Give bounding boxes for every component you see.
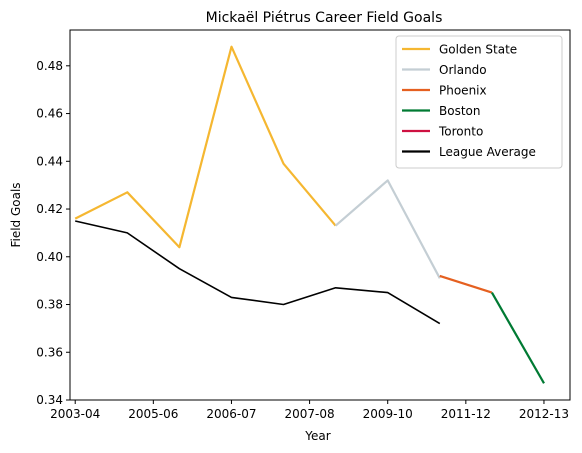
legend-label-0: Golden State <box>439 43 517 57</box>
series-line-1 <box>334 179 441 279</box>
y-tick-label: 0.46 <box>36 107 63 121</box>
legend-label-3: Boston <box>439 104 480 118</box>
y-tick-label: 0.42 <box>36 202 63 216</box>
x-axis: 2003-04 2005-06 2006-07 2007-08 2009-10 2011-… <box>50 400 569 421</box>
y-tick-label: 0.40 <box>36 250 63 264</box>
legend-label-1: Orlando <box>439 63 487 77</box>
legend: Golden State Orlando Phoenix Boston Toronto L… <box>395 35 563 169</box>
y-axis-label: Field Goals <box>9 182 23 247</box>
x-tick-label: 2006-07 <box>206 407 256 421</box>
y-tick-label: 0.36 <box>36 345 63 359</box>
x-tick-label: 2003-04 <box>50 407 100 421</box>
y-tick-label: 0.38 <box>36 298 63 312</box>
legend-label-5: League Average <box>439 145 536 159</box>
y-axis: 0.34 0.36 0.38 0.40 0.42 0.44 0.46 0.48 <box>36 59 70 407</box>
x-tick-label: 2011-12 <box>441 407 491 421</box>
series-line-5 <box>75 220 441 325</box>
x-tick-label: 2005-06 <box>128 407 178 421</box>
series-line-3 <box>490 292 545 384</box>
y-tick-label: 0.48 <box>36 59 63 73</box>
x-tick-label: 2007-08 <box>285 407 335 421</box>
plot-frame <box>69 29 571 401</box>
x-axis-label: Year <box>304 429 330 443</box>
y-tick-label: 0.44 <box>36 154 63 168</box>
x-tick-label: 2012-13 <box>519 407 569 421</box>
series-line-2 <box>439 274 493 294</box>
legend-label-2: Phoenix <box>439 84 487 98</box>
chart-title: Mickaël Piétrus Career Field Goals <box>206 10 443 26</box>
y-tick-label: 0.34 <box>36 393 63 407</box>
legend-box <box>395 35 563 169</box>
x-tick-label: 2009-10 <box>363 407 413 421</box>
legend-label-4: Toronto <box>438 125 483 139</box>
series-line-0 <box>74 45 337 249</box>
